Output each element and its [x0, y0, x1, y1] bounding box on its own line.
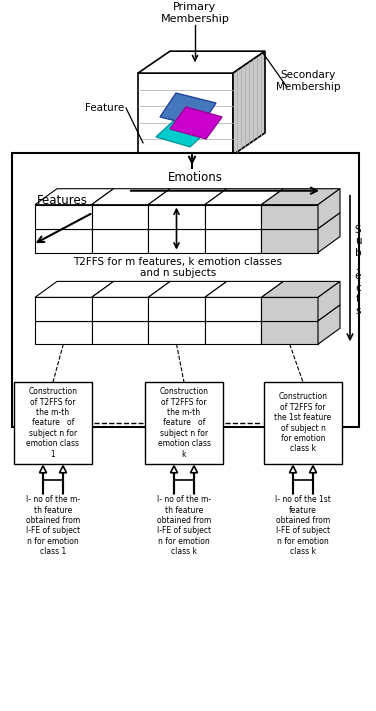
Bar [261, 297, 318, 321]
Polygon shape [148, 188, 227, 205]
Bar [12, 153, 359, 427]
Polygon shape [318, 188, 340, 228]
Bar [92, 297, 148, 321]
Bar [148, 321, 205, 344]
Bar [205, 205, 261, 228]
Text: S
u
b
j
e
c
t
s: S u b j e c t s [355, 225, 361, 316]
Bar [35, 297, 92, 321]
Bar [14, 382, 92, 464]
Bar [92, 321, 148, 344]
Polygon shape [318, 305, 340, 344]
Text: l- no of the m-
th feature
obtained from
l-FE of subject
n for emotion
class k: l- no of the m- th feature obtained from… [157, 495, 211, 556]
Bar [92, 228, 148, 252]
Text: l- no of the m-
th feature
obtained from
l-FE of subject
n for emotion
class 1: l- no of the m- th feature obtained from… [26, 495, 80, 556]
Bar [261, 321, 318, 344]
Polygon shape [205, 282, 284, 297]
Bar [261, 228, 318, 252]
Bar [138, 73, 233, 155]
Polygon shape [148, 282, 227, 297]
Bar [92, 205, 148, 228]
Bar [35, 321, 92, 344]
Text: Construction
of T2FFS for
the m-th
feature   of
subject n for
emotion class
k: Construction of T2FFS for the m-th featu… [158, 387, 211, 459]
Bar [35, 205, 92, 228]
Bar [148, 228, 205, 252]
Polygon shape [138, 51, 265, 73]
Text: Features: Features [36, 194, 88, 207]
Polygon shape [170, 107, 222, 139]
Bar [205, 228, 261, 252]
Polygon shape [261, 282, 340, 297]
FancyArrow shape [59, 466, 67, 493]
Polygon shape [233, 51, 265, 155]
FancyArrow shape [170, 466, 177, 493]
Polygon shape [35, 282, 114, 297]
Bar [148, 205, 205, 228]
Text: Construction
of T2FFS for
the m-th
feature   of
subject n for
emotion class
1: Construction of T2FFS for the m-th featu… [26, 387, 79, 459]
Text: Secondary
Membership: Secondary Membership [276, 70, 340, 92]
Bar [205, 297, 261, 321]
Polygon shape [261, 188, 340, 205]
Polygon shape [92, 282, 170, 297]
Text: Feature: Feature [85, 103, 124, 113]
Bar [35, 228, 92, 252]
Bar [145, 382, 223, 464]
FancyArrow shape [39, 466, 47, 493]
FancyArrow shape [191, 466, 197, 493]
Bar [264, 382, 342, 464]
Polygon shape [160, 93, 216, 127]
Polygon shape [318, 213, 340, 252]
Text: Primary
Membership: Primary Membership [161, 3, 229, 24]
Polygon shape [205, 188, 284, 205]
Bar [205, 321, 261, 344]
Text: T2FFS for m features, k emotion classes
and n subjects: T2FFS for m features, k emotion classes … [73, 257, 282, 278]
Bar [261, 205, 318, 228]
Text: l- no of the 1st
feature
obtained from
l-FE of subject
n for emotion
class k: l- no of the 1st feature obtained from l… [275, 495, 331, 556]
Polygon shape [156, 117, 212, 147]
FancyArrow shape [309, 466, 317, 493]
Bar [148, 297, 205, 321]
Polygon shape [92, 188, 170, 205]
FancyArrow shape [290, 466, 297, 493]
Polygon shape [35, 188, 114, 205]
Text: Construction
of T2FFS for
the 1st feature
of subject n
for emotion
class k: Construction of T2FFS for the 1st featur… [274, 392, 332, 454]
Text: Emotions: Emotions [168, 171, 223, 184]
Polygon shape [318, 282, 340, 321]
